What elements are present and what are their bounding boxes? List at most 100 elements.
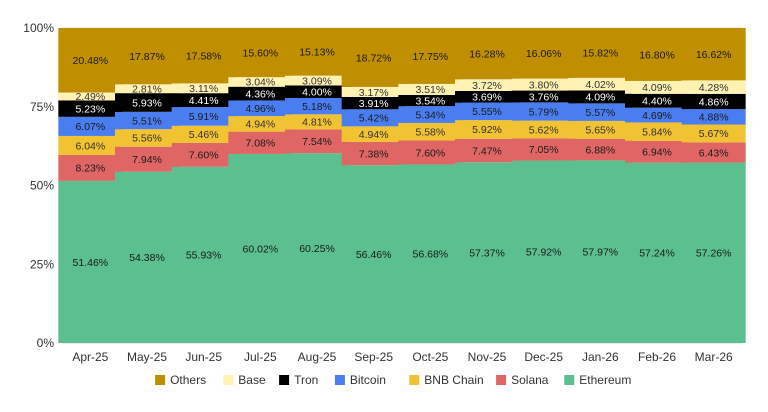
- data-label: 3.17%: [359, 87, 389, 99]
- x-tick-label: Jan-26: [582, 350, 619, 364]
- bar-segment: [625, 140, 689, 163]
- bar-segment: [341, 126, 406, 142]
- bar-segment: [568, 120, 633, 139]
- data-label: 3.91%: [359, 98, 389, 110]
- bars-group: 51.46% 8.23% 6.04% 6.07% 5.23%2.49% 20.48% Apr…: [58, 28, 746, 364]
- bar-segment: [568, 28, 633, 78]
- legend-swatch: [564, 375, 575, 385]
- bar-segment: [681, 109, 746, 125]
- data-label: 6.07%: [75, 121, 105, 133]
- data-label: 16.28%: [469, 48, 505, 60]
- data-label: 17.75%: [413, 51, 449, 63]
- bar-segment: [568, 103, 633, 121]
- bar-segment: [625, 107, 689, 123]
- legend-label: BNB Chain: [424, 373, 483, 387]
- data-label: 5.34%: [415, 109, 445, 121]
- bar-segment: [681, 124, 746, 143]
- data-label: 5.65%: [585, 125, 615, 137]
- data-label: 57.92%: [526, 247, 562, 259]
- bar-segment: [625, 122, 689, 141]
- bar-segment: [285, 97, 349, 115]
- data-label: 3.51%: [415, 84, 445, 96]
- x-tick-label: Jun-25: [185, 350, 222, 364]
- bar-segment: [58, 100, 123, 117]
- bar-segment: [511, 78, 576, 91]
- data-label: 56.46%: [356, 249, 392, 261]
- data-label: 5.92%: [472, 124, 502, 136]
- data-label: 2.49%: [75, 91, 105, 103]
- bar-segment: [58, 180, 123, 343]
- bar-segment: [568, 138, 633, 161]
- bar-segment: [398, 164, 463, 343]
- bar-segment: [341, 141, 406, 166]
- data-label: 15.60%: [243, 47, 279, 59]
- bar-segment: [455, 120, 519, 139]
- bar-segment: [511, 160, 576, 343]
- data-label: 5.46%: [189, 129, 219, 141]
- data-label: 5.91%: [189, 111, 219, 123]
- data-label: 3.11%: [189, 83, 218, 95]
- bar-segment: [115, 84, 179, 94]
- data-label: 3.09%: [302, 75, 332, 87]
- bar-segment: [171, 107, 236, 126]
- x-tick-label: Oct-25: [412, 350, 448, 364]
- bar-segment: [341, 86, 406, 97]
- data-label: 57.24%: [639, 248, 675, 260]
- bar-segment: [171, 166, 236, 343]
- bar-segment: [58, 28, 123, 93]
- legend-label: Base: [238, 373, 266, 387]
- legend-swatch: [496, 375, 507, 385]
- data-label: 4.41%: [189, 95, 219, 107]
- bar-segment: [171, 28, 236, 84]
- bar-segment: [681, 93, 746, 110]
- bar-segment: [511, 102, 576, 121]
- bar-segment: [115, 129, 179, 147]
- data-label: 57.37%: [469, 247, 505, 259]
- data-label: 5.51%: [132, 115, 162, 127]
- data-label: 5.55%: [472, 106, 502, 118]
- bar-segment: [341, 109, 406, 127]
- y-tick-label: 75%: [30, 100, 54, 114]
- bar-segment: [511, 28, 576, 79]
- bar-segment: [455, 138, 519, 163]
- data-label: 7.05%: [529, 144, 559, 156]
- data-label: 5.79%: [529, 106, 559, 118]
- data-label: 5.42%: [359, 113, 389, 125]
- x-tick-label: Sep-25: [354, 350, 393, 364]
- bar-segment: [285, 85, 349, 98]
- data-label: 3.54%: [415, 95, 445, 107]
- data-label: 15.82%: [583, 48, 619, 60]
- bar-segment: [171, 125, 236, 143]
- legend-label: Others: [170, 373, 206, 387]
- x-tick-label: Apr-25: [72, 350, 108, 364]
- bar-segment: [171, 83, 236, 94]
- data-label: 6.04%: [75, 140, 105, 152]
- bar-segment: [58, 116, 123, 136]
- bar-segment: [681, 80, 746, 94]
- legend-swatch: [279, 375, 290, 385]
- bar-segment: [115, 111, 179, 130]
- x-tick-label: Aug-25: [298, 350, 337, 364]
- bar-segment: [228, 116, 293, 132]
- bar-segment: [455, 91, 519, 103]
- bar-segment: [228, 86, 293, 101]
- bar-segment: [285, 129, 349, 154]
- data-label: 57.97%: [583, 246, 619, 258]
- bar-segment: [625, 162, 689, 343]
- bar-segment: [228, 28, 293, 78]
- data-label: 3.76%: [529, 91, 559, 103]
- bar-segment: [625, 80, 689, 94]
- data-label: 3.72%: [472, 80, 502, 92]
- data-label: 3.04%: [245, 77, 275, 89]
- data-label: 4.86%: [699, 96, 729, 108]
- data-label: 57.26%: [696, 248, 732, 260]
- data-label: 5.67%: [699, 128, 729, 140]
- x-tick-label: May-25: [127, 350, 167, 364]
- data-label: 18.72%: [356, 52, 392, 64]
- bar-segment: [228, 153, 293, 343]
- bar-segment: [398, 28, 463, 84]
- legend-swatch: [155, 375, 166, 385]
- data-label: 4.88%: [699, 112, 729, 124]
- bar-segment: [58, 154, 123, 181]
- data-label: 5.56%: [132, 133, 162, 145]
